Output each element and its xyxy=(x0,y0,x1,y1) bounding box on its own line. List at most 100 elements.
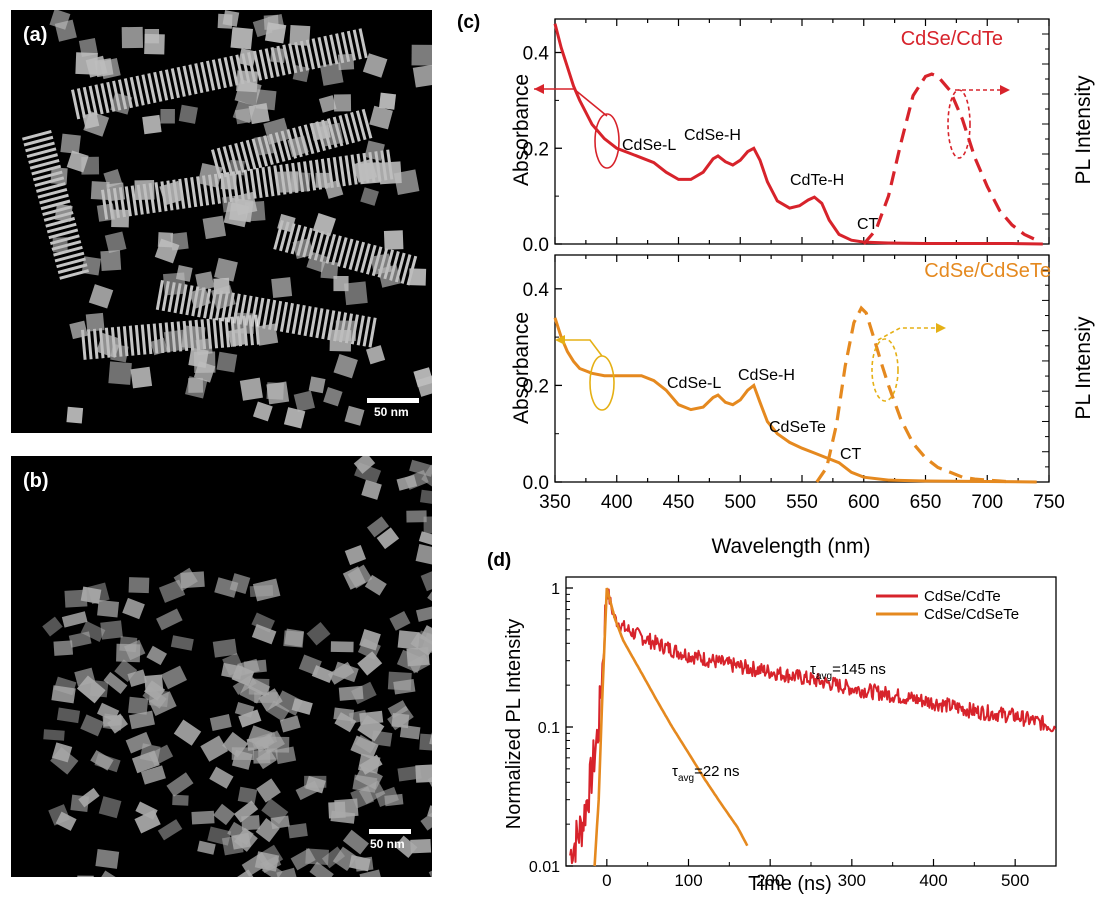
y2-axis-label: PL Intensity xyxy=(1072,75,1095,184)
nanocube xyxy=(130,366,153,389)
nanoplatelet xyxy=(53,640,74,656)
scale-bar-a xyxy=(367,398,419,403)
nanocube xyxy=(337,53,355,71)
nanoplatelet xyxy=(128,696,149,715)
x-axis-label: Time (ns) xyxy=(748,873,832,895)
x-axis-label: Wavelength (nm) xyxy=(711,535,870,558)
panel-label-a: (a) xyxy=(23,24,48,46)
platelet xyxy=(243,169,251,200)
nanocube xyxy=(54,203,73,222)
platelet xyxy=(315,308,324,339)
axis-ticks: 0.0 0.2 0.4 350 400 450 500 550 600 650 700 750 xyxy=(523,255,1065,513)
platelet xyxy=(313,230,325,261)
nanoplatelet xyxy=(237,658,260,676)
nanoplatelet xyxy=(233,800,259,823)
platelet xyxy=(285,302,294,333)
nanoplatelet xyxy=(51,685,76,704)
nanocube xyxy=(318,95,337,113)
platelet xyxy=(323,35,333,66)
nanoplatelet xyxy=(291,698,313,715)
platelet xyxy=(284,223,296,253)
x-tick-label: 300 xyxy=(838,871,866,890)
nanoplatelet xyxy=(161,665,187,690)
nanoplatelet xyxy=(80,586,102,604)
y-tick-label: 0.0 xyxy=(523,473,549,494)
nanoplatelet xyxy=(212,638,238,658)
nanoplatelet xyxy=(156,608,183,631)
x-tick-label: 700 xyxy=(971,492,1003,513)
nanoplatelet xyxy=(94,753,121,773)
platelet xyxy=(141,74,151,105)
platelet xyxy=(22,130,52,141)
nanocube xyxy=(85,55,108,78)
nanocube xyxy=(277,213,296,233)
platelet xyxy=(279,301,289,332)
decay-line-cdse-cdsete xyxy=(593,587,749,867)
nanocube xyxy=(142,114,162,135)
nanocube xyxy=(60,133,81,155)
nanocube xyxy=(121,26,144,49)
platelet xyxy=(332,157,340,188)
nanocube xyxy=(220,173,237,190)
nanocube xyxy=(88,284,114,309)
arrow-head xyxy=(555,335,565,345)
platelet xyxy=(205,60,216,91)
nanocube xyxy=(290,171,311,192)
platelet xyxy=(317,36,327,67)
nanoplatelet xyxy=(209,766,234,789)
nanocrystal-micrograph-b xyxy=(42,456,432,877)
platelet xyxy=(297,305,306,336)
nanoplatelet xyxy=(97,599,120,618)
nanoplatelet xyxy=(61,611,88,628)
nanoplatelet xyxy=(258,748,278,760)
nanoplatelet xyxy=(354,765,383,790)
nanocube xyxy=(292,65,310,83)
x-tick-label: 550 xyxy=(786,492,818,513)
nanoplatelet xyxy=(56,707,81,724)
nanoplatelet xyxy=(389,610,411,631)
nanocube xyxy=(360,187,379,206)
platelet xyxy=(255,167,263,198)
peak-label-cdsete: CdSeTe xyxy=(769,419,826,436)
platelet xyxy=(134,325,141,356)
nanoplatelet xyxy=(275,746,297,765)
nanoplatelet xyxy=(95,849,120,869)
peak-label-cdte-h: CdTe-H xyxy=(790,172,844,189)
nanoplatelet xyxy=(103,671,128,694)
platelet xyxy=(319,232,331,263)
tau-annotation-145: τavg=145 ns xyxy=(810,661,886,682)
nanocube xyxy=(252,401,273,422)
platelet xyxy=(249,168,257,199)
x-tick-label: 200 xyxy=(756,871,784,890)
platelet xyxy=(344,113,355,144)
nanocube xyxy=(255,323,279,346)
platelet xyxy=(291,303,300,335)
platelet xyxy=(368,317,377,348)
decay-line-cdse-cdte xyxy=(569,588,1057,865)
nanoplatelet xyxy=(222,731,249,758)
platelet xyxy=(29,158,60,170)
arrow-head xyxy=(534,84,544,94)
nanoplatelet xyxy=(238,709,262,728)
nanoplatelet xyxy=(43,729,65,741)
nanoplatelet xyxy=(295,780,320,801)
platelet xyxy=(303,124,315,155)
y-tick-label: 0.1 xyxy=(538,720,560,737)
nanoplatelet xyxy=(68,631,92,648)
nanocube xyxy=(230,26,253,50)
nanoplatelet xyxy=(128,577,150,594)
platelet xyxy=(356,315,365,346)
peak-label-ct: CT xyxy=(840,446,862,463)
platelet xyxy=(196,176,204,207)
nanocube xyxy=(96,203,116,222)
platelet xyxy=(211,59,222,90)
nanoplatelet xyxy=(376,527,400,550)
x-tick-label: 400 xyxy=(601,492,633,513)
platelet xyxy=(338,115,350,145)
nanoplatelet xyxy=(233,827,258,852)
platelet xyxy=(325,233,337,264)
platelet xyxy=(39,193,69,205)
absorbance-chart-cdse-cdsete: 0.0 0.2 0.4 350 400 450 500 550 600 650 700 750 CdS… xyxy=(510,254,1095,558)
nanocube xyxy=(335,320,357,342)
nanocube xyxy=(292,238,314,259)
